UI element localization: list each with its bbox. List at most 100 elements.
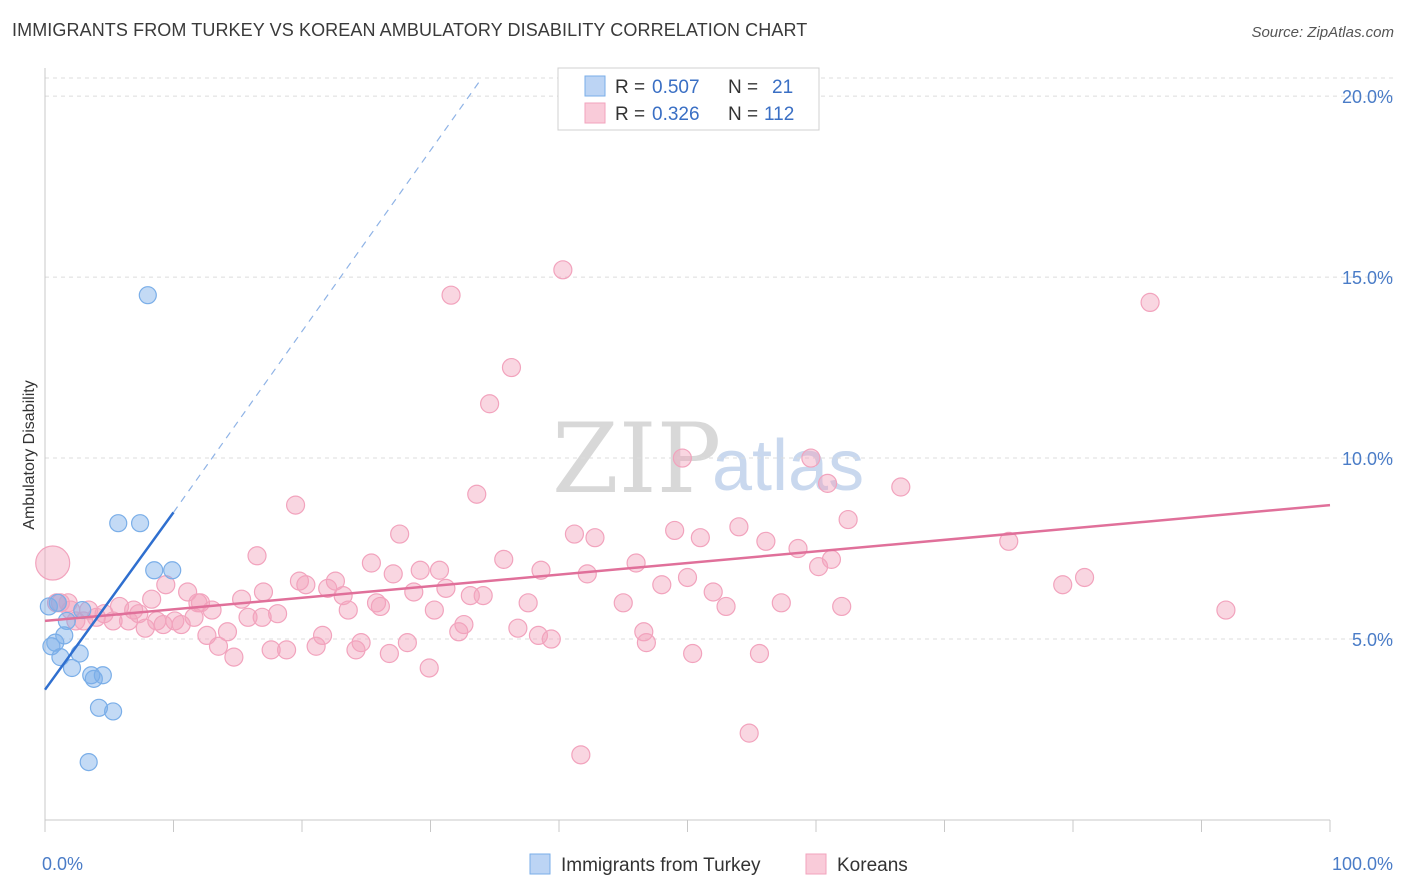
korean-point [1074,567,1095,588]
turkey-bottom-label: Immigrants from Turkey [561,855,761,876]
korean-point [338,600,358,620]
top-legend: R = 0.507 N = 21 R = 0.326 N = 112 [557,67,820,131]
korean-point [224,647,244,667]
korean-point [306,636,326,656]
korean-point [832,596,852,617]
y-tick-label-2: 15.0% [1342,268,1393,288]
korean-point [135,618,155,638]
y-tick-label-1: 10.0% [1342,449,1393,469]
turkey-point [79,752,98,772]
korean-point [366,593,387,613]
korean-point [153,614,173,635]
x-tick-label-1: 100.0% [1332,854,1393,874]
korean-point [683,643,703,664]
korean-point [247,546,267,566]
korean-point [564,524,585,544]
korean-point [801,448,821,468]
korean-point [397,633,417,653]
turkey-points [39,286,182,772]
korean-point [729,517,749,537]
turkey-point [93,666,112,685]
turkey-point [62,658,82,678]
korean-point [494,549,514,569]
turkey-point [84,669,103,688]
korean-point [636,633,656,653]
korean-point [118,611,139,631]
turkey-point [145,561,164,580]
korean-point [35,545,71,581]
korean-point [383,564,403,584]
y-axis-title: Ambulatory Disability [21,380,38,529]
turkey-r-label: R = [615,77,645,98]
korean-point [124,600,144,620]
korean-point [739,723,759,743]
y-tick-label-0: 5.0% [1352,630,1393,650]
korean-point [165,611,185,631]
korean-point [419,658,439,678]
korean-point [756,531,776,551]
korean-point [480,394,500,414]
korean-point [361,553,381,573]
bottom-legend: Immigrants from Turkey Koreans [529,853,908,876]
trend-lines [43,77,1331,691]
turkey-trend-line [43,511,175,691]
turkey-point [130,514,150,533]
korean-point [1053,575,1073,595]
turkey-n-value: 21 [772,77,793,98]
y-tick-label-3: 20.0% [1342,87,1393,107]
korean-point [232,589,252,609]
korean-point [436,578,456,598]
korean-point [261,640,281,660]
korean-point [217,622,238,642]
korean-point [518,593,538,613]
korean-point [441,285,461,305]
chart-title: IMMIGRANTS FROM TURKEY VS KOREAN AMBULAT… [12,20,808,40]
korean-point [585,528,605,548]
korean-point [473,585,493,606]
turkey-point [39,597,58,616]
korean-point [404,582,424,602]
source-credit: Source: ZipAtlas.com [1251,24,1394,41]
korean-bottom-swatch [805,853,827,875]
korean-point [541,629,561,649]
korean-point [318,578,338,598]
y-tick-labels: 5.0% 10.0% 15.0% 20.0% [1342,87,1393,650]
korean-point [410,560,430,580]
korean-point [999,531,1019,551]
korean-point [238,607,258,627]
turkey-point [109,514,128,533]
korean-point [253,582,274,602]
turkey-point [138,286,157,305]
korean-point [838,509,858,530]
turkey-bottom-swatch [529,853,551,875]
korean-point [690,528,710,548]
watermark-zip: ZIP [552,403,721,515]
korean-point [1140,292,1160,313]
turkey-n-label: N = [728,77,758,98]
korean-r-value: 0.326 [652,104,700,125]
korean-point [677,567,698,588]
korean-point [672,448,692,468]
turkey-point [57,611,76,631]
korean-point [276,640,297,660]
korean-point [553,260,573,280]
korean-point [285,495,306,515]
korean-point [749,643,770,664]
korean-point [351,633,371,653]
korean-n-value: 112 [764,104,794,125]
turkey-point [48,593,67,612]
korean-point [508,618,528,638]
korean-point [665,520,685,541]
korean-point [817,473,838,493]
korean-point [716,596,736,617]
korean-point [577,564,597,584]
turkey-point [55,626,74,645]
turkey-point [89,698,109,717]
turkey-legend-swatch [584,75,606,97]
korean-point [771,593,791,613]
korean-point [613,593,633,613]
korean-point [501,357,522,378]
korean-point [267,604,288,624]
korean-legend-swatch [584,102,606,124]
